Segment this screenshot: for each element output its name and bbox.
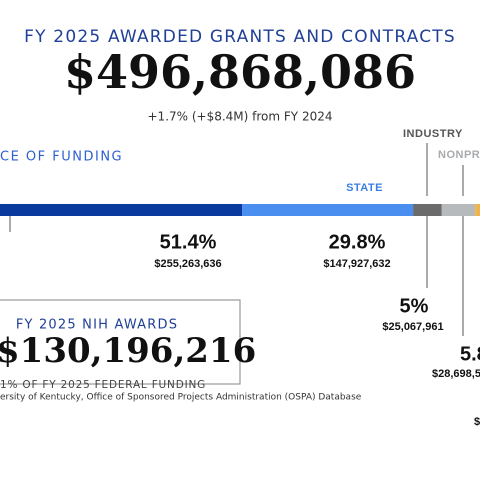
bar-segment — [0, 204, 243, 216]
nih-box — [0, 299, 241, 385]
source: ersity of Kentucky, Office of Sponsored … — [0, 393, 362, 403]
nih-note: 1% OF FY 2025 FEDERAL FUNDING — [0, 379, 206, 391]
segment-label: INDUSTRY — [403, 128, 463, 140]
amount-label: $147,927,632 — [323, 258, 390, 270]
change: +1.7% (+$8.4M) from FY 2024 — [148, 110, 333, 124]
nih-title: FY 2025 NIH AWARDS — [16, 318, 178, 333]
bar-segment — [413, 204, 442, 216]
total: $496,868,086 — [64, 45, 416, 99]
bar-segment — [242, 204, 414, 216]
value-label: 5.8% — [460, 343, 480, 365]
title: FY 2025 AWARDED GRANTS AND CONTRACTS — [24, 27, 456, 47]
value-label: 5% — [400, 295, 429, 317]
amount-label: $25,067,961 — [382, 321, 443, 333]
segment-label: STATE — [346, 182, 383, 194]
amount-label: $28,698,5 — [432, 368, 480, 380]
bar-segment — [475, 204, 480, 216]
amount-label: $ — [474, 416, 480, 428]
nih-amount: $130,196,216 — [0, 331, 256, 371]
bar-segment — [441, 204, 476, 216]
section-title: CE OF FUNDING — [0, 150, 123, 165]
value-label: 51.4% — [160, 231, 217, 253]
value-label: 29.8% — [329, 231, 386, 253]
segment-label: NONPRO — [438, 149, 480, 161]
amount-label: $255,263,636 — [154, 258, 221, 270]
